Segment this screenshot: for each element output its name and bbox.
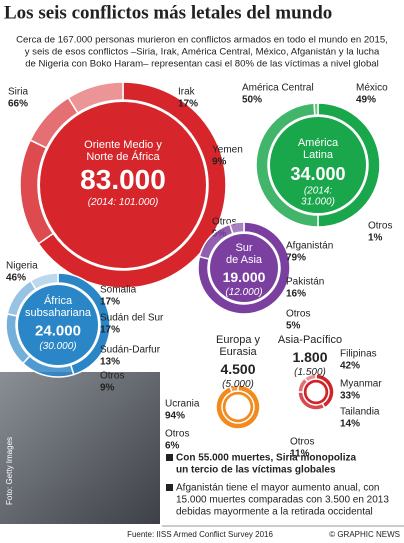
donut-segment xyxy=(228,384,239,394)
segment-label: Tailandia xyxy=(340,407,380,418)
note-line: debidas mayormente a la retirada occiden… xyxy=(176,507,373,518)
region-total: 19.000 xyxy=(223,269,266,285)
segment-label: Irak xyxy=(178,87,196,98)
segment-label: Otros xyxy=(286,309,310,320)
segment-label: México xyxy=(356,83,388,94)
donut-segment xyxy=(313,102,319,116)
segment-label: Myanmar xyxy=(340,379,382,390)
segment-value: 9% xyxy=(100,383,115,394)
region-disc xyxy=(222,391,254,423)
region-name: Oriente Medio y xyxy=(84,139,162,151)
segment-value: 17% xyxy=(100,297,120,308)
segment-value: 49% xyxy=(356,95,376,106)
donut-segment xyxy=(228,221,245,235)
segment-label: Pakistán xyxy=(286,277,324,288)
segment-value: 17% xyxy=(178,99,198,110)
photo-credit: Foto: Getty Images xyxy=(5,437,14,505)
donut-segment xyxy=(215,384,261,430)
region-disc xyxy=(270,117,366,213)
segment-value: 11% xyxy=(290,449,310,460)
segment-value: 9% xyxy=(212,157,227,168)
segment-value: 13% xyxy=(100,357,120,368)
region-total-2014: (1.500) xyxy=(294,367,326,378)
note-line: 15.000 muertes comparadas con 3.500 en 2… xyxy=(176,495,389,506)
segment-value: 1% xyxy=(368,233,383,244)
region-total: 83.000 xyxy=(80,164,166,195)
region-total-2014: (30.000) xyxy=(39,341,76,352)
segment-label: Nigeria xyxy=(6,261,38,272)
region-total-2014: (5.000) xyxy=(222,379,254,390)
segment-label: Siria xyxy=(8,87,28,98)
segment-label: Otros xyxy=(165,429,189,440)
region-name: África xyxy=(44,294,73,307)
segment-value: 6% xyxy=(165,441,180,452)
segment-label: América Central xyxy=(242,83,314,94)
region-name: subsahariana xyxy=(25,307,92,319)
region-total-2014: 31.000) xyxy=(301,197,335,208)
donut-segment xyxy=(67,81,124,115)
note-line: un tercio de las víctimas globales xyxy=(176,465,336,476)
region-name: Norte de África xyxy=(86,150,160,163)
segment-value: 94% xyxy=(165,411,185,422)
region-total: 1.800 xyxy=(292,349,327,365)
segment-label: Otros xyxy=(212,217,236,228)
segment-label: Yemen xyxy=(212,145,243,156)
note-bullet xyxy=(166,484,173,491)
segment-value: 79% xyxy=(286,253,306,264)
donut-segment xyxy=(197,221,291,315)
segment-label: Otros xyxy=(290,437,314,448)
title: Los seis conflictos más letales del mund… xyxy=(4,2,332,23)
donut-segment xyxy=(29,272,59,291)
donut-segment xyxy=(37,81,227,289)
region-disc xyxy=(18,285,98,365)
photo xyxy=(0,372,160,524)
source: Fuente: IISS Armed Conflict Survey 2016 xyxy=(127,530,273,539)
donut-segment xyxy=(303,373,317,384)
segment-value: 33% xyxy=(340,391,360,402)
segment-value: 46% xyxy=(6,273,26,284)
region-name: Europa y xyxy=(216,334,261,346)
segment-value: 50% xyxy=(242,95,262,106)
region-name: Asia-Pacífico xyxy=(278,334,342,346)
segment-label: Otros xyxy=(100,371,124,382)
segment-label: Sudán del Sur xyxy=(100,313,164,324)
note-line: Con 55.000 muertes, Siria monopoliza xyxy=(176,453,356,464)
region-total: 4.500 xyxy=(220,361,255,377)
intro-line: y seis de esos conflictos –Siria, Irak, … xyxy=(25,47,380,58)
region-name: Eurasia xyxy=(219,346,257,358)
segment-label: Sudán-Darfur xyxy=(100,345,161,356)
segment-value: 42% xyxy=(340,361,360,372)
note-line: Afganistán tiene el mayor aumento anual,… xyxy=(176,483,379,494)
segment-value: 17% xyxy=(100,325,120,336)
region-total-2014: (2014: xyxy=(304,186,333,197)
intro-line: de Nigeria con Boko Haram– representan c… xyxy=(25,59,379,70)
region-name: de Asia xyxy=(226,254,263,266)
intro-line: Cerca de 167.000 personas murieron en co… xyxy=(16,35,388,46)
segment-value: 16% xyxy=(286,289,306,300)
segment-value: 66% xyxy=(8,99,28,110)
note-bullet xyxy=(166,454,173,461)
segment-label: Filipinas xyxy=(340,349,377,360)
region-total: 24.000 xyxy=(35,323,81,340)
region-total: 34.000 xyxy=(290,164,345,184)
region-name: Sur xyxy=(235,242,252,254)
segment-label: Somalia xyxy=(100,285,137,296)
region-name: América xyxy=(298,137,339,149)
segment-value: 14% xyxy=(340,419,360,430)
segment-label: Ucrania xyxy=(165,399,200,410)
copyright: © GRAPHIC NEWS xyxy=(329,530,400,539)
region-disc xyxy=(303,379,329,405)
segment-label: Otros xyxy=(368,221,392,232)
segment-value: 5% xyxy=(286,321,301,332)
region-total-2014: (2014: 101.000) xyxy=(88,197,159,208)
region-disc xyxy=(210,234,278,302)
region-total-2014: (12.000) xyxy=(225,287,262,298)
region-name: Latina xyxy=(303,149,334,161)
segment-label: Afganistán xyxy=(286,241,333,252)
region-disc xyxy=(40,102,206,268)
